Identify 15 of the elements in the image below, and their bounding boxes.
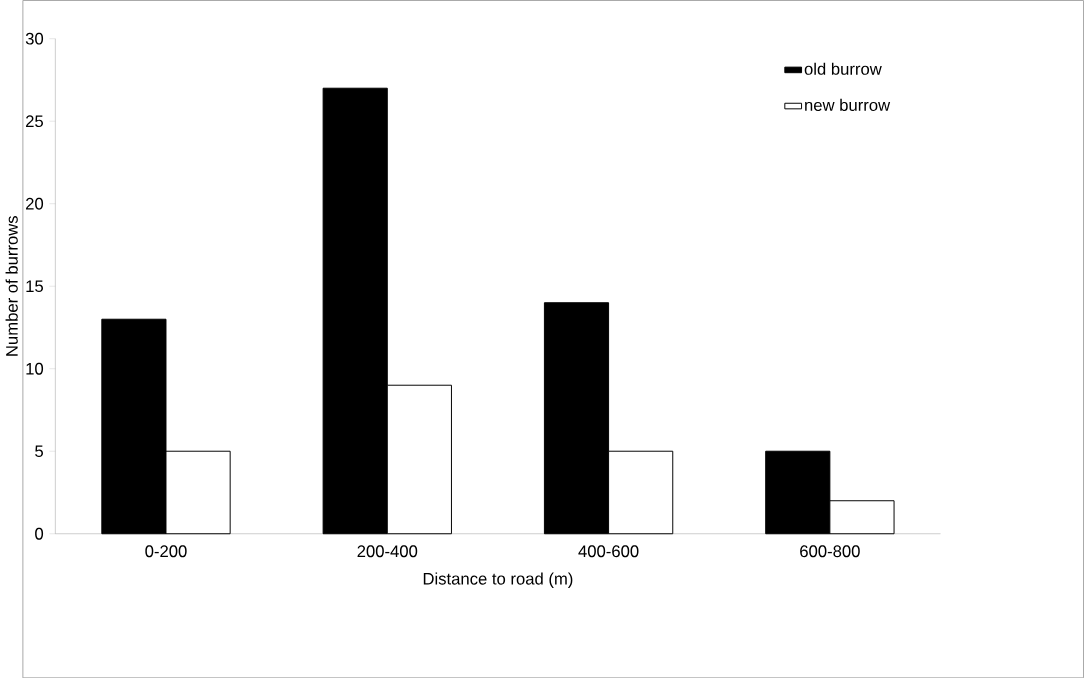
x-tick-label: 600-800 [800,545,860,558]
legend-label: old burrow [804,62,882,75]
y-tick-label: 25 [26,115,44,127]
y-tick-label: 30 [25,32,44,45]
y-tick-label: 5 [35,445,44,457]
y-tick-label: 10 [26,362,44,375]
x-tick-label: 400-600 [578,545,639,558]
y-tick-label: 20 [26,197,44,210]
x-tick-label: 200-400 [357,545,418,558]
y-tick-label: 0 [35,527,44,540]
y-tick-label: 15 [26,280,44,292]
legend-label: new burrow [805,98,891,111]
x-tick-label: 0-200 [145,545,187,558]
y-axis-title: Number of burrows [5,215,18,356]
x-axis-title: Distance to road (m) [423,572,573,588]
